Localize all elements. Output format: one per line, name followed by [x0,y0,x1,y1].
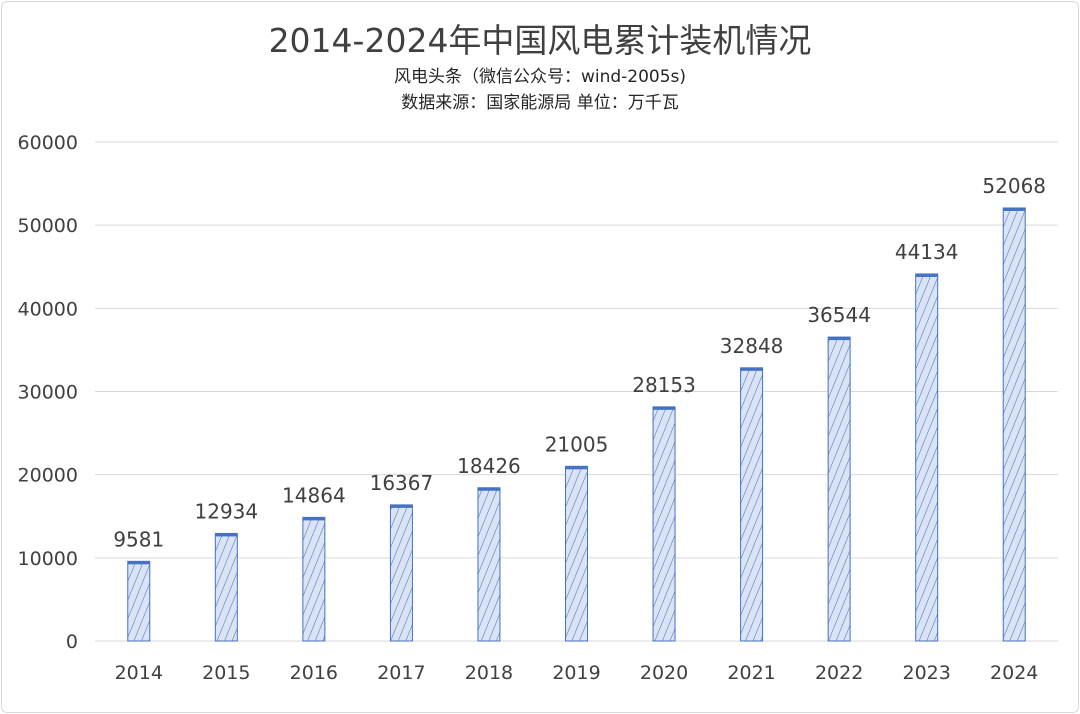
x-tick-label: 2022 [815,662,863,684]
x-axis-tick-labels: 2014 2015 2016 2017 2018 2019 2020 2021 2022 2023… [115,662,1039,684]
data-label: 9581 [113,527,164,551]
bar [565,465,588,642]
bar [389,504,413,642]
y-tick-label: 60000 [18,132,78,154]
bar [302,516,326,642]
x-tick-label: 2014 [115,662,163,684]
bar [477,487,501,642]
y-tick-label: 30000 [18,382,78,404]
data-label: 16367 [370,471,434,495]
bar [652,406,676,642]
data-label: 36544 [807,303,871,327]
x-tick-label: 2024 [990,662,1038,684]
bar [740,367,764,642]
x-tick-label: 2023 [903,662,951,684]
x-tick-label: 2021 [727,662,775,684]
data-label: 14864 [282,483,346,507]
bars [127,207,1026,642]
bar [1002,207,1026,642]
y-tick-label: 10000 [18,548,78,570]
x-tick-label: 2016 [290,662,338,684]
x-tick-label: 2020 [640,662,688,684]
data-label: 32848 [720,334,784,358]
bar [127,560,151,642]
x-tick-label: 2017 [377,662,425,684]
x-tick-label: 2015 [202,662,250,684]
data-label: 44134 [895,240,959,264]
y-tick-label: 20000 [18,465,78,487]
chart-subtitle-source: 风电头条（微信公众号：wind-2005s) [393,67,687,87]
y-tick-label: 50000 [18,215,78,237]
data-label: 18426 [457,454,521,478]
chart-title: 2014-2024年中国风电累计装机情况 [268,21,812,60]
data-label: 28153 [632,373,696,397]
bar [915,273,939,642]
y-tick-label: 0 [66,631,78,653]
x-tick-label: 2019 [552,662,600,684]
bar [827,336,851,642]
data-label: 21005 [545,432,609,456]
data-label: 12934 [195,499,259,523]
data-labels: 9581 12934 14864 16367 18426 21005 28153 32848 3… [113,174,1046,551]
bar [214,532,238,642]
y-axis-tick-labels: 0 10000 20000 30000 40000 50000 60000 [18,132,78,653]
x-tick-label: 2018 [465,662,513,684]
y-tick-label: 40000 [18,298,78,320]
chart-subtitle-unit: 数据来源：国家能源局 单位：万千瓦 [401,93,679,113]
data-label: 52068 [982,174,1046,198]
